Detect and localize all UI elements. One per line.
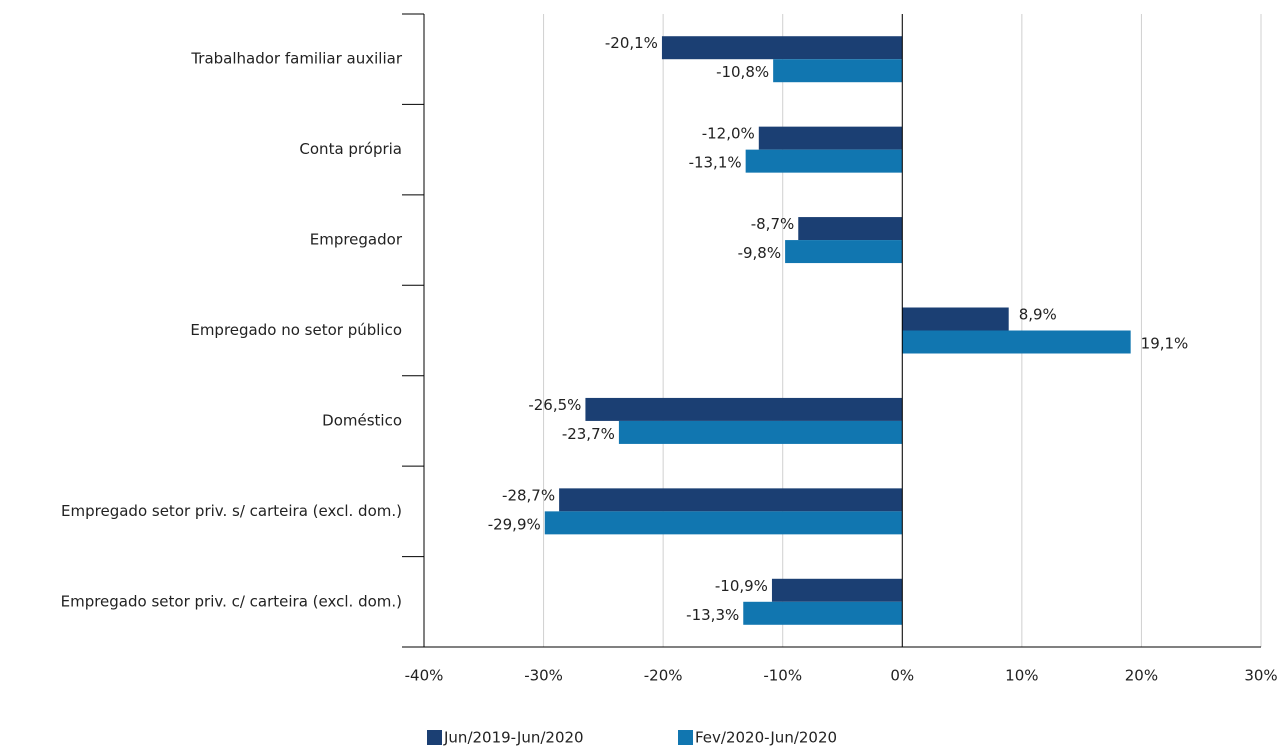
y-tick-label: Empregado setor priv. c/ carteira (excl.… (61, 592, 402, 610)
bar (773, 59, 903, 83)
bar (745, 149, 903, 173)
data-label: 8,9% (1019, 306, 1057, 324)
bar (585, 397, 903, 421)
legend-label: Fev/2020-Jun/2020 (695, 729, 837, 747)
bar (559, 488, 903, 512)
x-tick-label: 30% (1244, 667, 1277, 685)
legend-swatch (678, 730, 693, 745)
data-label: 19,1% (1141, 335, 1189, 353)
data-label: -12,0% (702, 125, 755, 143)
data-label: -9,8% (738, 244, 782, 262)
bar (771, 578, 903, 602)
x-tick-label: -10% (763, 667, 802, 685)
y-tick-label: Conta própria (299, 140, 402, 158)
data-label: -23,7% (562, 425, 615, 443)
bar (544, 511, 903, 535)
bar (798, 217, 903, 241)
bar (743, 601, 903, 625)
data-label: -29,9% (488, 515, 541, 533)
bar (902, 307, 1009, 331)
data-label: -13,1% (689, 154, 742, 172)
y-tick-label: Empregado setor priv. s/ carteira (excl.… (61, 502, 402, 520)
y-tick-label: Doméstico (322, 411, 402, 429)
bar (902, 330, 1131, 354)
x-tick-label: -40% (405, 667, 444, 685)
data-label: -10,9% (715, 577, 768, 595)
data-label: -8,7% (751, 215, 795, 233)
data-label: -10,8% (716, 63, 769, 81)
legend-swatch (427, 730, 442, 745)
bar (661, 36, 903, 60)
legend-label: Jun/2019-Jun/2020 (443, 729, 584, 747)
y-tick-label: Empregado no setor público (190, 321, 402, 339)
x-tick-label: 20% (1125, 667, 1158, 685)
bar (785, 240, 903, 264)
x-tick-label: 0% (890, 667, 914, 685)
x-tick-label: -30% (524, 667, 563, 685)
data-label: -28,7% (502, 486, 555, 504)
data-label: -20,1% (605, 34, 658, 52)
data-label: -13,3% (686, 606, 739, 624)
y-tick-label: Empregador (310, 231, 403, 249)
bar (618, 420, 903, 444)
data-label: -26,5% (528, 396, 581, 414)
bar (758, 126, 903, 150)
y-tick-label: Trabalhador familiar auxiliar (190, 50, 403, 68)
x-tick-label: 10% (1005, 667, 1038, 685)
x-tick-label: -20% (644, 667, 683, 685)
